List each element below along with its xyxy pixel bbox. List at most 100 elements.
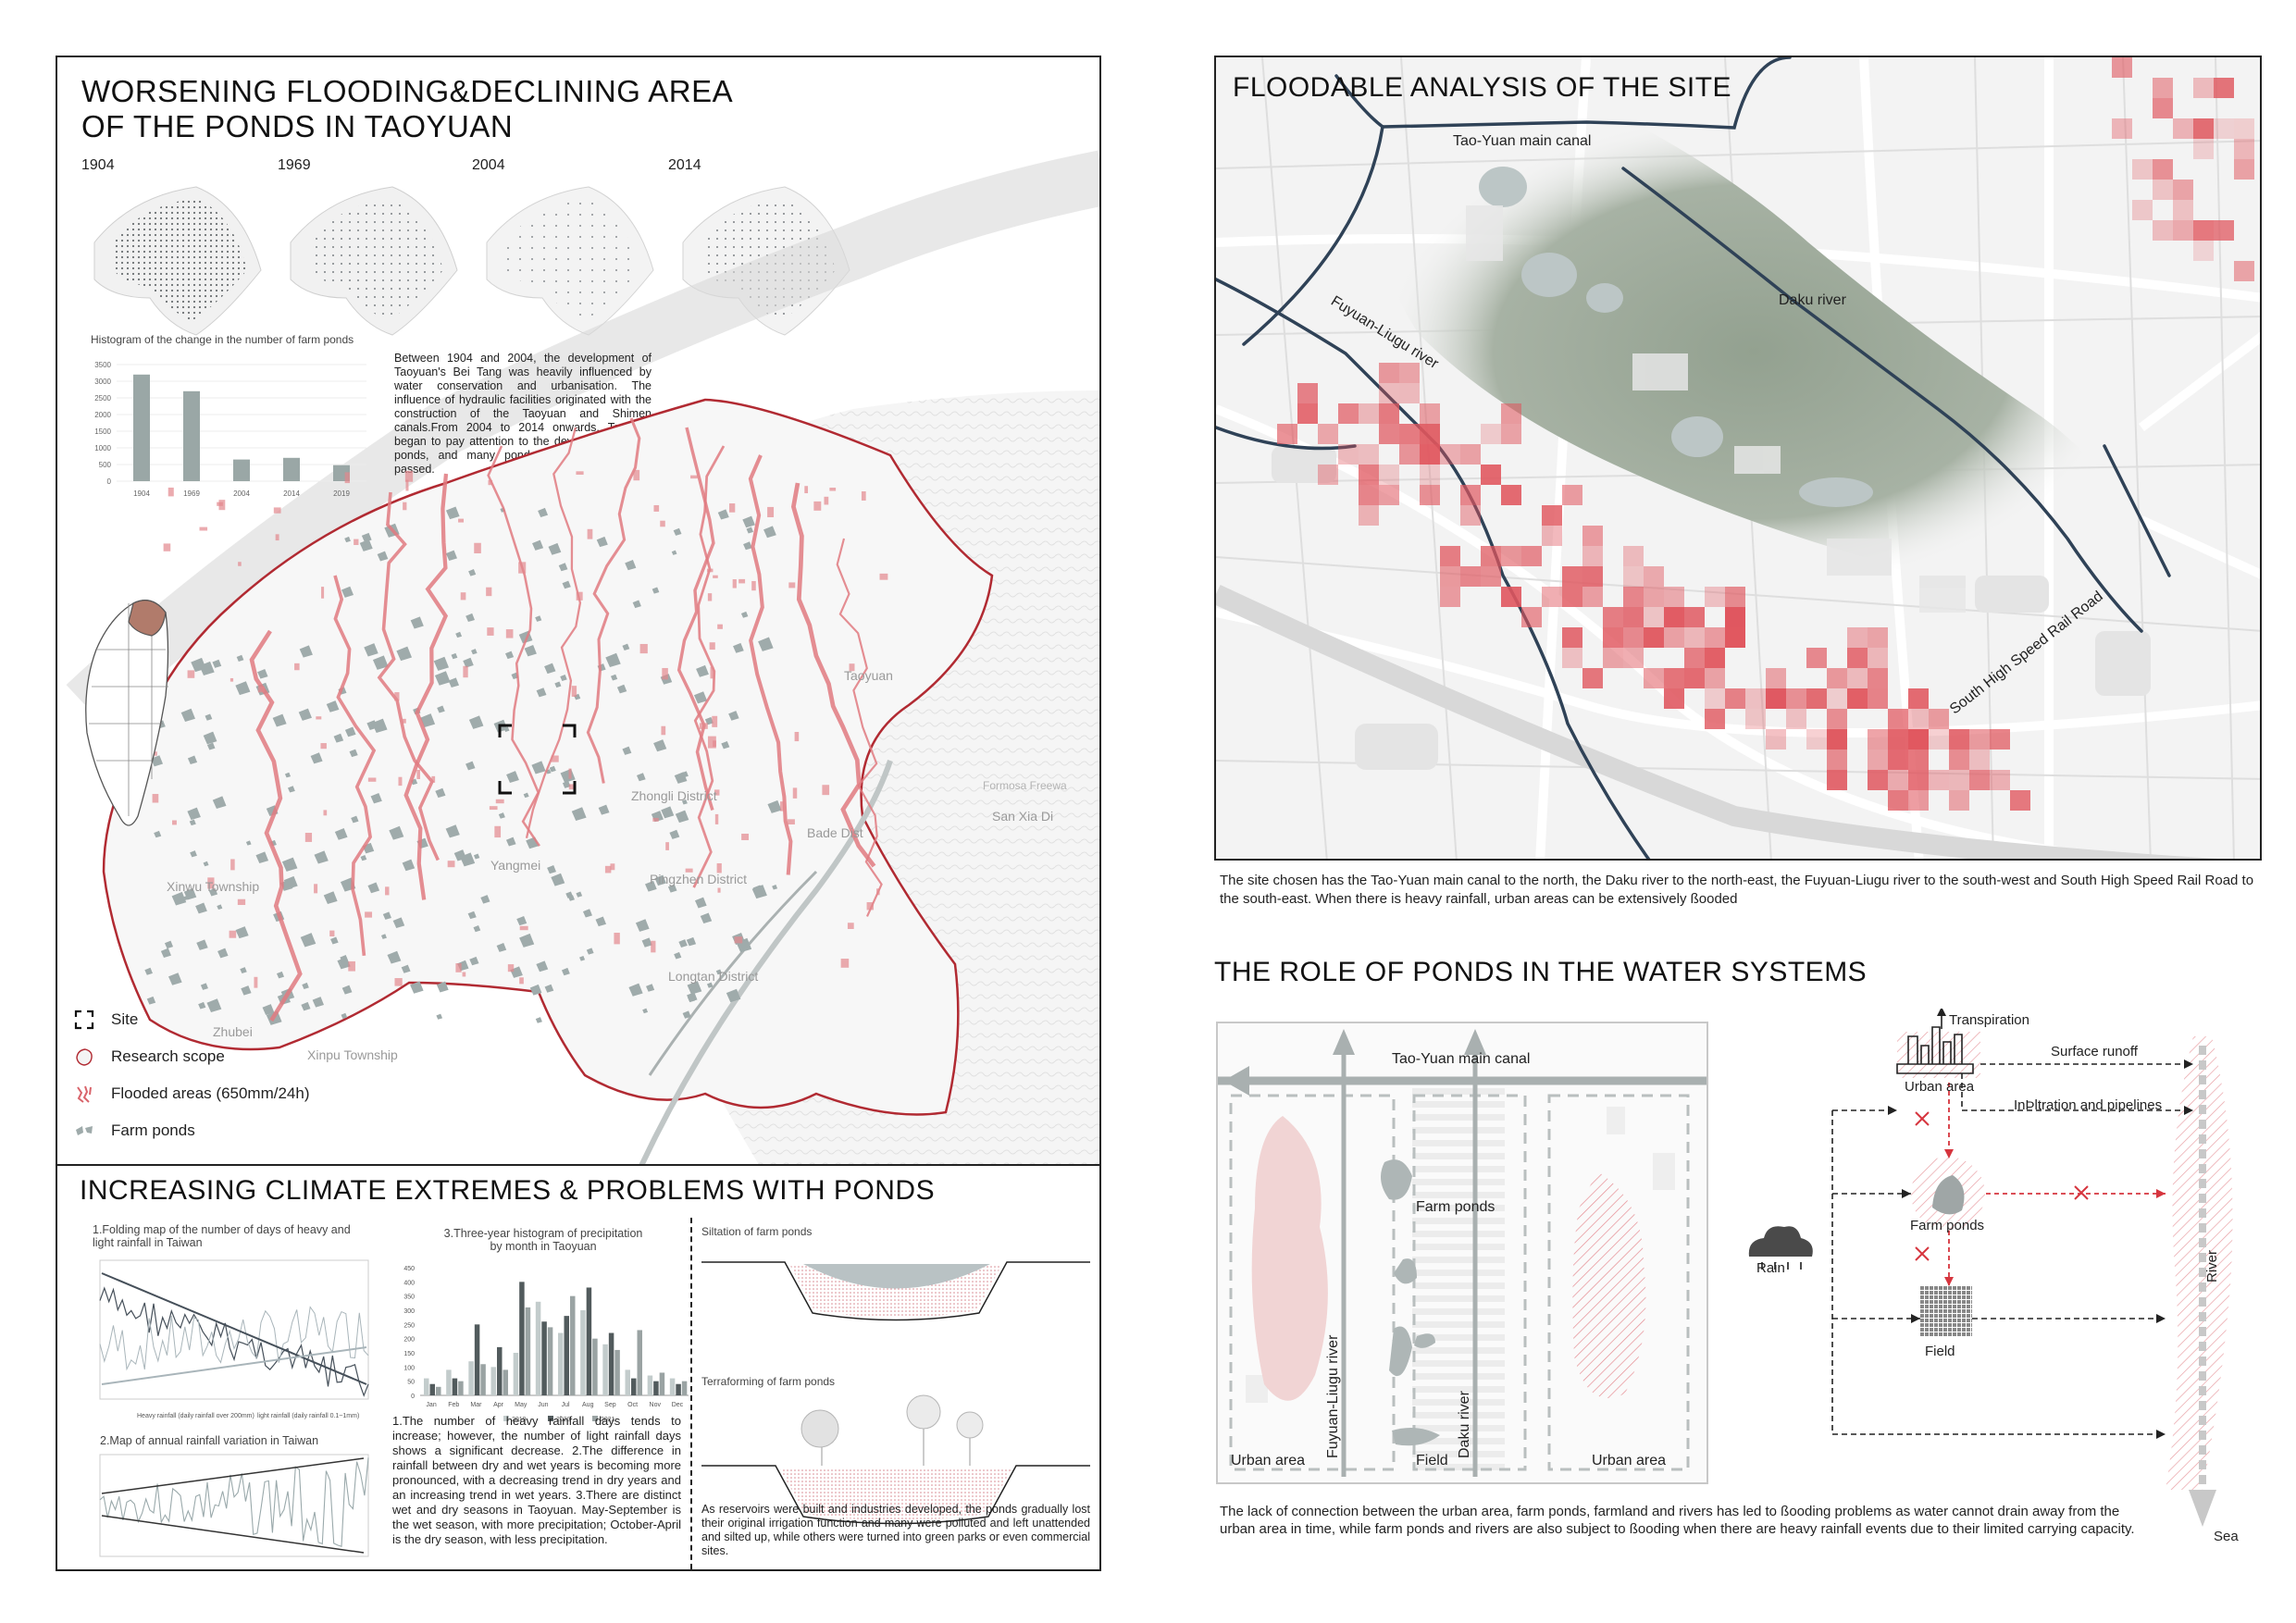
taiwan-inset [85,600,169,826]
flood-cell [1888,770,1908,790]
flood-patch [861,491,866,501]
flood-patch [662,667,668,680]
flood-cell [1379,424,1399,444]
flood-cell [1338,403,1359,424]
flood-cell [1868,648,1888,668]
flood-cell [1949,770,1969,790]
flood-cell [1908,709,1929,729]
flood-cell [2153,159,2173,180]
x-tick-label: Nov [650,1402,662,1408]
map-label: San Xia Di [992,809,1054,824]
flood-patch [741,833,750,840]
flood-cell [1460,505,1481,526]
y-tick-label: 400 [403,1280,415,1286]
flood-cell [1990,770,2010,790]
farm-pond-mark [598,804,610,815]
farm-pond-mark [496,943,507,952]
flood-cell [2173,220,2193,241]
farm-pond-mark [636,773,646,782]
left-bottom-panel: INCREASING CLIMATE EXTREMES & PROBLEMS W… [56,1164,1101,1571]
farm-pond-mark [687,981,702,995]
flood-patch [398,776,403,787]
farm-pond-mark [333,733,344,743]
plan-fuyuan-label: Fuyuan-Liugu river [1325,1334,1341,1458]
farm-pond-mark [340,955,349,963]
flood-cell [1969,770,1990,790]
flood-patch [734,936,743,944]
precip-bar [468,1361,474,1395]
flood-cell [2153,220,2173,241]
flood-cell [2173,200,2193,220]
farm-pond-mark [682,1010,691,1019]
flood-cell [2173,180,2193,200]
flood-cell [1542,526,1562,546]
flood-cell [1420,465,1440,485]
flood-cell [1379,485,1399,505]
flood-cell [1440,546,1460,566]
flood-cell [1664,688,1684,709]
flood-patch [729,503,736,513]
farm-pond-mark [435,787,446,799]
farm-pond-mark [326,700,340,712]
farm-pond-mark [610,674,618,681]
floodable-caption: The site chosen has the Tao-Yuan main ca… [1220,873,2254,907]
flood-cell [1684,627,1705,648]
terraforming-label: Terraforming of farm ponds [701,1375,836,1388]
flood-cell [1582,587,1603,607]
flood-patch [804,486,809,494]
x-tick-label: Apr [493,1402,504,1408]
x-tick-label: 2014 [283,489,300,498]
flood-patch [404,470,414,482]
farm-pond-mark [465,761,476,771]
farm-pond-mark [548,542,562,555]
flood-patch [712,715,718,727]
ponds-paragraph: As reservoirs were built and industries … [701,1503,1090,1557]
flood-patch [651,940,656,953]
farm-pond-mark [334,828,348,840]
flood-cell [1908,790,1929,811]
flood-cell [1705,688,1725,709]
farm-pond-mark [547,865,556,874]
farm-pond-mark [361,532,372,542]
flood-patch [879,573,888,580]
farm-pond-histogram: 3500 3000 2500 2000 1500 1000 500 0 1904 1969 2004… [94,361,366,498]
farm-pond-mark [302,982,309,989]
farm-pond-mark [536,688,547,698]
precip-bar [676,1383,681,1395]
flood-patch [187,670,195,678]
flood-streak [692,445,726,888]
farm-pond-mark [190,850,197,858]
flood-cell [2112,57,2132,78]
farm-pond-mark [653,739,667,752]
y-tick-label: 1000 [94,444,111,452]
flood-patch [780,801,785,812]
flood-cell [1644,627,1664,648]
farm-pond-mark [257,669,268,679]
flood-cell [1929,709,1949,729]
flood-patch [813,501,822,511]
farm-pond-mark [473,925,481,933]
farm-pond-mark [535,615,542,622]
farm-pond-mark [203,861,209,867]
flood-cell [1888,709,1908,729]
flow-farm-ponds: Farm ponds [1910,1218,1985,1233]
flood-patch [653,504,660,512]
main-canal-line [1381,57,1792,130]
farm-pond-mark [364,643,379,657]
flood-cell [2112,57,2132,78]
flood-cell [1420,444,1440,465]
farm-pond-mark [654,874,666,886]
flood-cell [1399,363,1420,383]
farm-pond-mark [349,749,358,758]
flood-cell [2234,118,2254,139]
map-1969 [290,186,458,336]
flood-patch [788,582,796,588]
map-label: Pingzhen District [650,872,748,886]
year-label-1904: 1904 [81,157,115,173]
flood-patch [652,817,659,822]
flood-cell [1562,587,1582,607]
flood-patch [294,663,300,671]
precip-bar [474,1324,480,1395]
y-tick-label: 2500 [94,394,111,403]
floodable-panel: FLOODABLE ANALYSIS OF THE SITE Tao-Yuan … [1214,56,2262,861]
